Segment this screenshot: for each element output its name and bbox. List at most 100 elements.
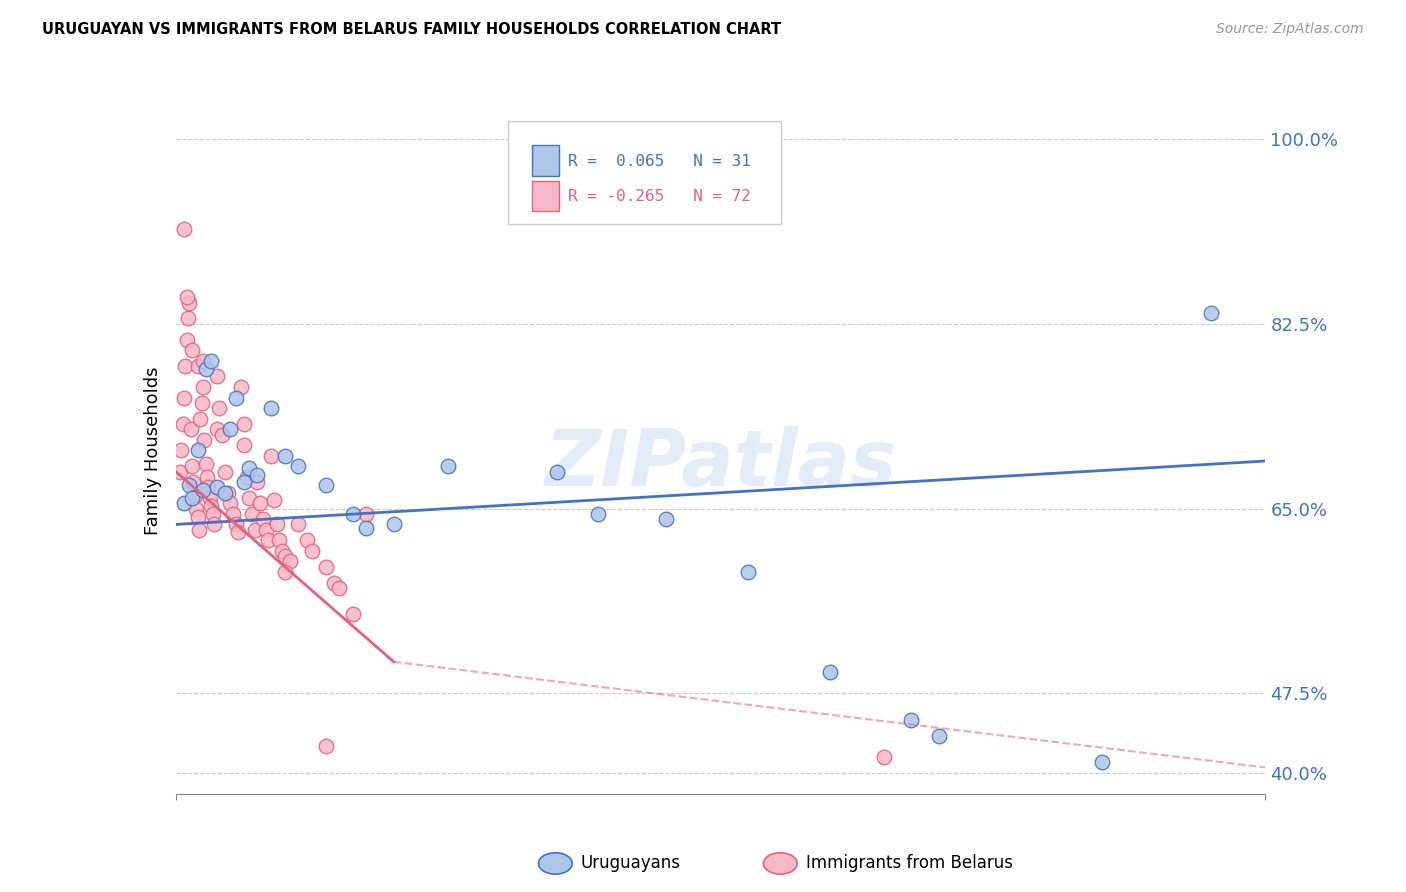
- FancyBboxPatch shape: [531, 180, 560, 211]
- FancyBboxPatch shape: [531, 145, 560, 176]
- Point: [208, 401, 231, 416]
- Point: [1199, 306, 1222, 320]
- Point: [437, 459, 460, 474]
- Point: [295, 533, 318, 548]
- Point: [586, 507, 609, 521]
- Point: [184, 489, 207, 503]
- Point: [737, 565, 759, 579]
- Point: [274, 449, 297, 463]
- Point: [174, 359, 197, 373]
- Point: [274, 565, 297, 579]
- Point: [231, 380, 253, 394]
- Point: [201, 507, 224, 521]
- Point: [342, 507, 364, 521]
- Point: [214, 485, 236, 500]
- Point: [356, 520, 378, 534]
- Text: Uruguayans: Uruguayans: [581, 855, 681, 872]
- Point: [222, 507, 245, 521]
- Point: [228, 524, 250, 539]
- Point: [260, 449, 283, 463]
- Point: [177, 311, 200, 326]
- Point: [191, 380, 214, 394]
- Point: [301, 544, 323, 558]
- Point: [200, 500, 222, 514]
- Point: [342, 607, 364, 622]
- Point: [928, 729, 950, 743]
- Point: [235, 470, 257, 484]
- Point: [382, 517, 405, 532]
- Point: [328, 581, 350, 595]
- Point: [260, 401, 283, 416]
- Point: [214, 465, 236, 479]
- Point: [186, 443, 209, 458]
- Point: [190, 396, 212, 410]
- Point: [315, 739, 337, 754]
- Text: R =  0.065   N = 31: R = 0.065 N = 31: [568, 154, 751, 169]
- Point: [225, 517, 247, 532]
- Point: [181, 343, 204, 357]
- Point: [173, 496, 195, 510]
- Point: [194, 457, 217, 471]
- Point: [186, 501, 208, 516]
- Point: [186, 359, 209, 373]
- Point: [176, 333, 198, 347]
- Point: [205, 369, 228, 384]
- Point: [238, 461, 260, 475]
- Point: [202, 517, 225, 532]
- Point: [172, 417, 194, 431]
- Text: ZIPatlas: ZIPatlas: [544, 426, 897, 502]
- Point: [315, 478, 337, 492]
- Point: [287, 459, 309, 474]
- Point: [271, 544, 294, 558]
- Point: [655, 512, 678, 526]
- Point: [200, 353, 222, 368]
- Point: [232, 475, 254, 490]
- Point: [269, 533, 291, 548]
- Point: [194, 362, 217, 376]
- Point: [243, 523, 266, 537]
- Point: [176, 290, 198, 304]
- Point: [205, 480, 228, 494]
- Point: [287, 517, 309, 532]
- Point: [219, 422, 242, 436]
- Point: [183, 475, 205, 490]
- Point: [263, 493, 285, 508]
- Point: [186, 510, 209, 524]
- Point: [246, 467, 269, 482]
- Point: [246, 475, 269, 490]
- Point: [193, 433, 215, 447]
- Point: [169, 465, 191, 479]
- Point: [873, 750, 896, 764]
- Point: [219, 496, 242, 510]
- Point: [205, 422, 228, 436]
- Text: Source: ZipAtlas.com: Source: ZipAtlas.com: [1216, 22, 1364, 37]
- Point: [274, 549, 297, 563]
- Point: [179, 295, 201, 310]
- Point: [173, 221, 195, 235]
- Point: [170, 443, 193, 458]
- Point: [211, 427, 233, 442]
- Point: [818, 665, 841, 680]
- Point: [240, 507, 263, 521]
- Point: [188, 411, 211, 425]
- Point: [900, 713, 922, 727]
- Point: [173, 391, 195, 405]
- Point: [1091, 755, 1114, 769]
- Text: URUGUAYAN VS IMMIGRANTS FROM BELARUS FAMILY HOUSEHOLDS CORRELATION CHART: URUGUAYAN VS IMMIGRANTS FROM BELARUS FAM…: [42, 22, 782, 37]
- Point: [278, 554, 301, 568]
- Text: R = -0.265   N = 72: R = -0.265 N = 72: [568, 189, 751, 204]
- Point: [198, 491, 221, 505]
- Point: [197, 480, 219, 494]
- Point: [232, 417, 254, 431]
- Point: [252, 512, 274, 526]
- Point: [315, 559, 337, 574]
- FancyBboxPatch shape: [508, 120, 780, 224]
- Point: [225, 391, 247, 405]
- Point: [254, 523, 277, 537]
- Point: [249, 496, 271, 510]
- Point: [322, 575, 344, 590]
- Point: [191, 483, 214, 497]
- Point: [217, 485, 239, 500]
- Point: [181, 459, 204, 474]
- Point: [238, 491, 260, 505]
